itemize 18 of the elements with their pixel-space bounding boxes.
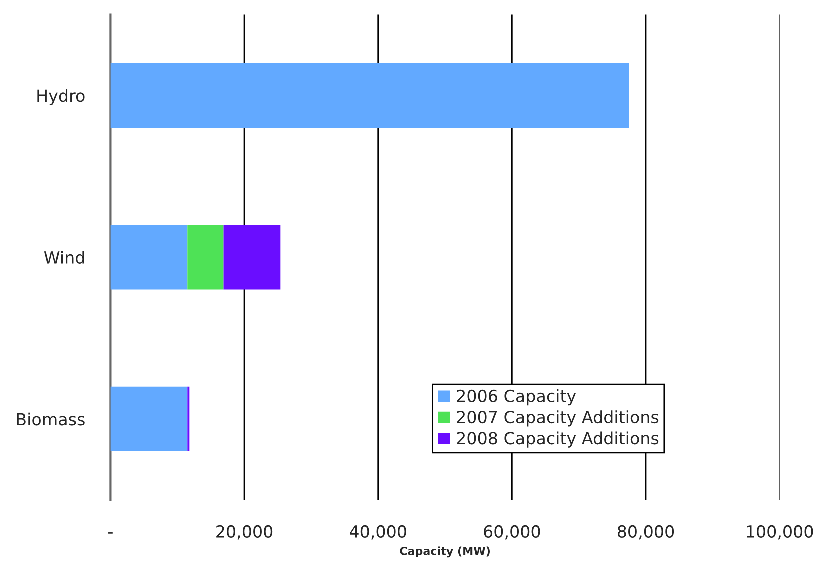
x-tick-label: 80,000 <box>618 525 674 540</box>
bar <box>188 225 224 290</box>
bar <box>224 225 281 290</box>
bar <box>110 225 188 290</box>
legend-label: 2006 Capacity <box>457 390 576 406</box>
x-tick-label: 60,000 <box>484 525 540 540</box>
x-tick-label: 20,000 <box>216 525 273 540</box>
bar <box>110 63 630 128</box>
y-tick-label: Biomass <box>17 412 85 426</box>
y-tick-label: Hydro <box>38 89 85 106</box>
x-tick-label: - <box>108 532 113 534</box>
legend-label: 2007 Capacity Additions <box>457 410 659 427</box>
x-tick-label: 100,000 <box>747 525 814 540</box>
legend-label: 2008 Capacity Additions <box>457 432 659 448</box>
y-tick-label: Wind <box>44 251 84 264</box>
x-axis-title: Capacity (MW) <box>400 546 490 558</box>
x-tick-label: 40,000 <box>350 525 406 540</box>
bar <box>110 386 188 452</box>
